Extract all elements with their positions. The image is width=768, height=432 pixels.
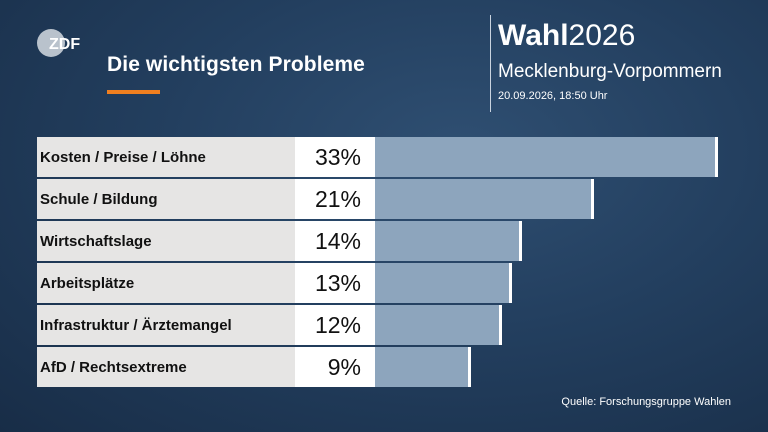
source-note: Quelle: Forschungsgruppe Wahlen [561, 396, 731, 408]
timestamp: 20.09.2026, 18:50 Uhr [498, 90, 608, 102]
zdf-logo-text: ZDF [49, 36, 80, 53]
brand-year: 2026 [568, 19, 636, 52]
title-underline [107, 90, 160, 94]
value-label: 12% [295, 305, 375, 345]
zdf-logo: ZDF [37, 29, 80, 57]
bar [375, 221, 522, 261]
value-label: 33% [295, 137, 375, 177]
brand-word: Wahl [498, 19, 569, 52]
category-label: Kosten / Preise / Löhne [37, 137, 295, 177]
category-label: Wirtschaftslage [37, 221, 295, 261]
bar [375, 305, 502, 345]
category-label: Arbeitsplätze [37, 263, 295, 303]
bar [375, 137, 718, 177]
bar [375, 179, 594, 219]
bar [375, 347, 471, 387]
bar [375, 263, 512, 303]
region-name: Mecklenburg-Vorpommern [498, 61, 722, 82]
category-label: Infrastruktur / Ärztemangel [37, 305, 295, 345]
value-label: 21% [295, 179, 375, 219]
value-label: 9% [295, 347, 375, 387]
category-label: Schule / Bildung [37, 179, 295, 219]
election-brand: Wahl2026 [498, 18, 635, 54]
category-label: AfD / Rechtsextreme [37, 347, 295, 387]
header-divider [490, 15, 491, 112]
chart-title: Die wichtigsten Probleme [107, 53, 365, 76]
value-label: 13% [295, 263, 375, 303]
value-label: 14% [295, 221, 375, 261]
